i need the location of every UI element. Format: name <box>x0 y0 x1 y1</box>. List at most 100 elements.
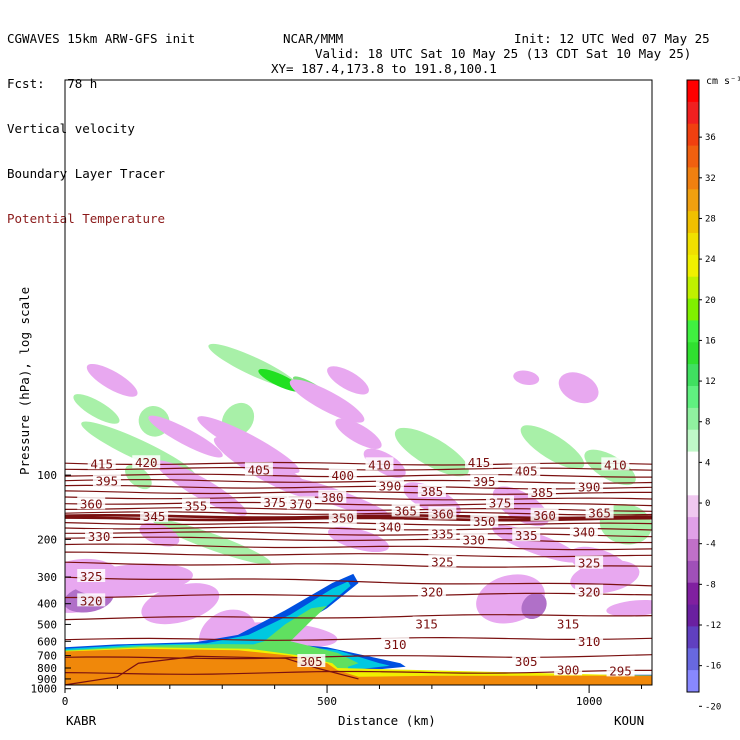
colorbar-tick-label: 16 <box>705 336 716 346</box>
theta-label: 395 <box>473 474 496 489</box>
theta-label-bg <box>575 479 604 493</box>
theta-label-bg <box>140 508 169 522</box>
theta-label: 330 <box>463 532 486 547</box>
theta-label-bg <box>585 505 614 519</box>
theta-contour-line <box>65 461 652 466</box>
field-tracer: Boundary Layer Tracer <box>7 166 166 181</box>
theta-label: 305 <box>515 654 538 669</box>
theta-label: 335 <box>431 527 454 542</box>
colorbar-swatch <box>687 495 699 518</box>
colorbar-swatch <box>687 342 699 365</box>
theta-contour-line <box>65 551 652 558</box>
w-negative-region <box>289 379 365 423</box>
theta-label-bg <box>512 654 541 668</box>
theta-label: 370 <box>290 496 313 511</box>
colorbar-tick-label: -8 <box>705 580 716 590</box>
theta-label-bg <box>554 616 583 630</box>
colorbar-tick-label: -20 <box>705 702 721 712</box>
theta-label-bg <box>569 524 598 538</box>
colorbar-swatch <box>687 320 699 343</box>
colorbar: 36 32 28 24 20 16 12 8 4 0 -4 -8 -12 -16 -20 <box>686 79 721 712</box>
theta-label: 310 <box>384 637 407 652</box>
w-positive-region <box>73 394 120 424</box>
colorbar-swatch <box>687 101 699 125</box>
theta-label-bg <box>92 473 121 487</box>
theta-contour-line <box>65 496 652 501</box>
y-tick-label: 700 <box>37 650 57 663</box>
w-negative-region <box>141 583 220 625</box>
field-vertical-velocity: Vertical velocity <box>7 121 135 136</box>
theta-contour-line <box>65 576 652 587</box>
plot-frame <box>64 79 653 686</box>
theta-label: 405 <box>248 462 271 477</box>
y-tick-label: 1000 <box>31 683 58 696</box>
theta-label-bg <box>527 484 556 498</box>
theta-label: 380 <box>321 490 344 505</box>
theta-label-bg <box>297 654 326 668</box>
theta-label-bg <box>530 507 559 521</box>
header-xy: XY= 187.4,173.8 to 191.8,100.1 <box>271 31 497 91</box>
theta-label-bg <box>77 569 106 583</box>
theta-contour-line <box>65 501 652 507</box>
colorbar-swatch <box>687 517 699 540</box>
theta-label-bg <box>575 584 604 598</box>
y-tick-label: 300 <box>37 571 57 584</box>
theta-contour-line <box>65 473 652 478</box>
theta-label: 410 <box>604 457 627 472</box>
init-time: Init: 12 UTC Wed 07 May 25 <box>514 31 710 46</box>
x-tick-label: 0 <box>62 695 69 708</box>
theta-label: 300 <box>557 662 580 677</box>
colorbar-tick-label: 0 <box>705 499 710 509</box>
w-negative-region <box>606 599 652 617</box>
theta-label-bg <box>77 593 106 607</box>
w-negative-region <box>197 416 300 474</box>
colorbar-swatch <box>687 670 699 693</box>
x-tick-label: 1000 <box>576 695 603 708</box>
colorbar-swatch <box>687 189 699 212</box>
colorbar-swatch <box>687 211 699 234</box>
theta-label: 405 <box>515 463 538 478</box>
theta-label: 385 <box>421 484 444 499</box>
colorbar-swatch <box>687 386 699 409</box>
w-positive-region <box>394 427 469 477</box>
colorbar-tick-label: -12 <box>705 621 721 631</box>
colorbar-swatch <box>687 648 699 671</box>
theta-label: 315 <box>415 616 438 631</box>
theta-label-bg <box>417 484 446 498</box>
theta-label: 360 <box>533 508 556 523</box>
w-negative-region <box>558 372 599 404</box>
colorbar-swatch <box>687 80 699 103</box>
theta-label-bg <box>132 455 161 469</box>
w-positive-region <box>152 518 271 565</box>
theta-label-bg <box>486 495 515 509</box>
y-tick-label: 900 <box>37 673 57 686</box>
theta-label-bg <box>244 462 273 476</box>
colorbar-swatch <box>687 582 699 606</box>
theta-label: 355 <box>185 498 208 513</box>
y-tick-label: 400 <box>37 598 57 611</box>
xsect-endpoints: XY= 187.4,173.8 to 191.8,100.1 <box>271 61 497 76</box>
x-axis: 0 500 1000 <box>62 685 643 708</box>
theta-label: 335 <box>515 528 538 543</box>
x-endpoint-right: KOUN <box>614 713 644 728</box>
colorbar-tick-label: 36 <box>705 133 716 143</box>
colorbar-swatch <box>687 145 699 168</box>
theta-label: 410 <box>368 457 391 472</box>
theta-label-bg <box>328 510 357 524</box>
theta-label-bg <box>459 532 488 546</box>
header-center-top: NCAR/MMM <box>283 1 343 61</box>
theta-contour-line <box>65 466 652 471</box>
theta-label: 325 <box>431 554 454 569</box>
theta-label: 420 <box>135 455 158 470</box>
w-negative-region <box>335 418 382 449</box>
valid-time: Valid: 18 UTC Sat 10 May 25 (13 CDT Sat … <box>315 46 692 61</box>
theta-contour-line <box>65 522 652 526</box>
theta-label-bg <box>375 478 404 492</box>
theta-contours <box>65 461 652 685</box>
theta-label-bg <box>606 663 635 677</box>
theta-contour-line <box>65 536 652 544</box>
theta-contour-line <box>65 484 652 490</box>
colorbar-tick-label: -16 <box>705 662 721 672</box>
colorbar-swatch <box>687 560 699 584</box>
